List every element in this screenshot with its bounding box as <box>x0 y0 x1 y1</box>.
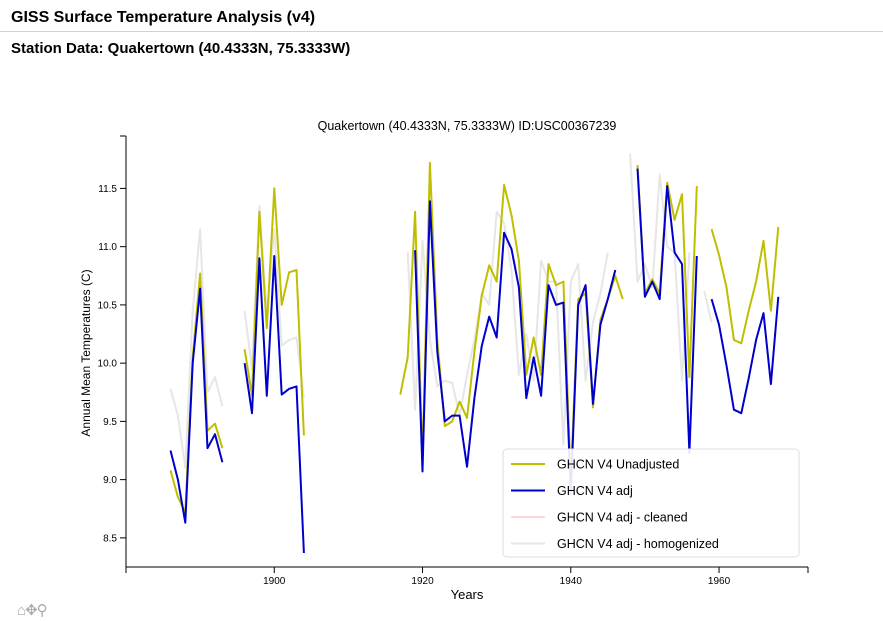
station-subtitle: Station Data: Quakertown (40.4333N, 75.3… <box>11 40 351 57</box>
series-line-ghcn-v4-adj <box>169 168 780 554</box>
home-icon[interactable]: ⌂ <box>17 602 26 619</box>
x-tick-label: 1920 <box>411 576 434 587</box>
legend-box <box>502 448 800 558</box>
y-tick-label: 11.0 <box>98 242 117 253</box>
y-tick-label: 9.0 <box>103 475 117 486</box>
title-divider <box>0 31 883 32</box>
plot-toolbar: ⌂✥⚲ <box>17 601 48 619</box>
series-line-ghcn-v4-adj-homogenized <box>169 153 713 469</box>
y-tick-label: 10.0 <box>98 359 118 370</box>
x-tick-label: 1960 <box>708 576 731 587</box>
x-axis-label: Years <box>451 587 484 602</box>
legend-label: GHCN V4 adj - cleaned <box>557 511 688 525</box>
page-title: GISS Surface Temperature Analysis (v4) <box>11 9 316 26</box>
x-tick-label: 1900 <box>263 576 286 587</box>
pan-icon[interactable]: ✥ <box>25 602 38 619</box>
y-tick-label: 9.5 <box>103 417 117 428</box>
chart-title: Quakertown (40.4333N, 75.3333W) ID:USC00… <box>318 119 617 133</box>
series-line-ghcn-v4-unadjusted <box>169 161 780 514</box>
y-tick-label: 11.5 <box>98 184 117 195</box>
y-tick-label: 10.5 <box>98 300 118 311</box>
y-axis-label: Annual Mean Temperatures (C) <box>79 269 93 436</box>
zoom-icon[interactable]: ⚲ <box>36 602 48 619</box>
legend-label: GHCN V4 Unadjusted <box>557 458 679 472</box>
legend-label: GHCN V4 adj <box>557 484 633 498</box>
x-tick-label: 1940 <box>560 576 583 587</box>
legend-label: GHCN V4 adj - homogenized <box>557 537 719 551</box>
y-tick-label: 8.5 <box>103 533 117 544</box>
